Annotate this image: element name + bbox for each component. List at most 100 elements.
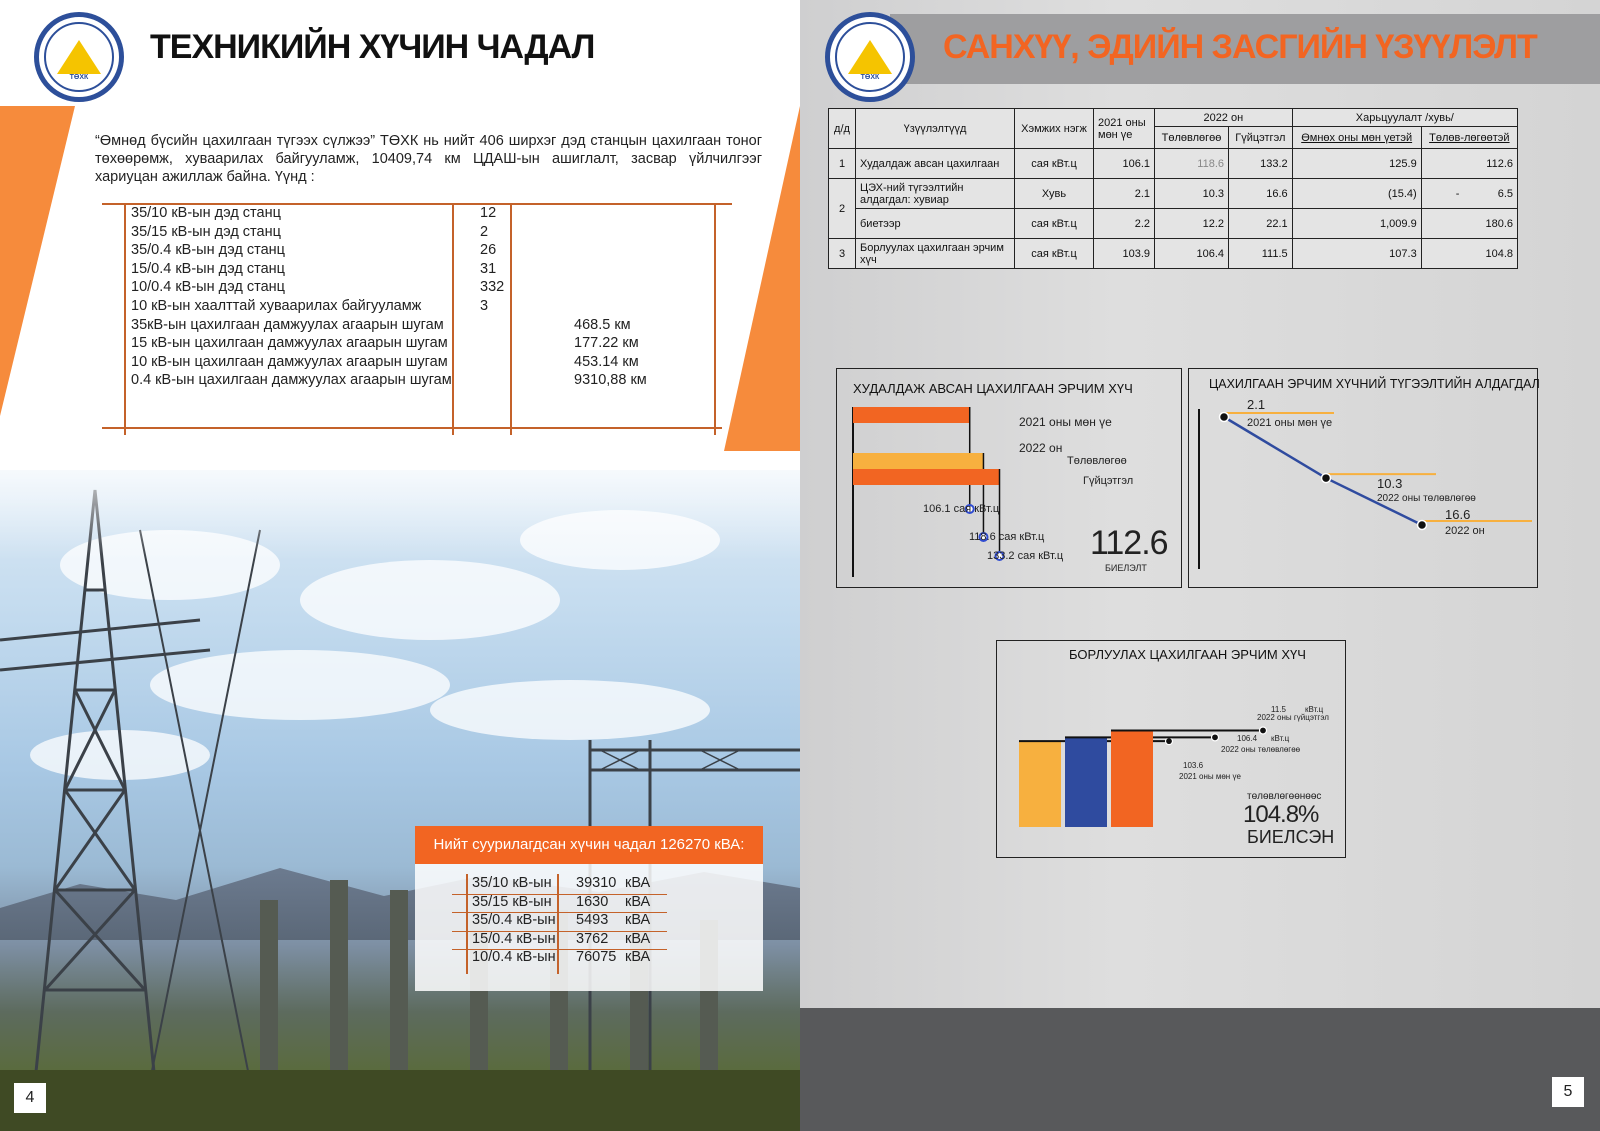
- chart1-marker: [964, 504, 975, 514]
- station-count: 2: [480, 223, 489, 240]
- chart3-summary-big: 104.8%: [1243, 801, 1319, 828]
- chart3-marker: [1164, 737, 1174, 746]
- chart1-bar: [853, 407, 970, 423]
- chart3-marker: [1258, 726, 1268, 735]
- th-vsplan: Төлөв-лөгөөтэй: [1420, 126, 1519, 149]
- finance-table: д/д Үзүүлэлтүүд Хэмжих нэгж 2021 оны мөн…: [828, 108, 1519, 269]
- chart1-svg: [852, 407, 1005, 577]
- page-title: ТЕХНИКИЙН ХҮЧИН ЧАДАЛ: [150, 28, 595, 66]
- capacity-name: 15/0.4 кВ-ын: [472, 930, 556, 947]
- mountain-logo-icon: [57, 40, 101, 74]
- th-prev: Өмнөх оны мөн үетэй: [1291, 126, 1422, 149]
- station-name: 35/15 кВ-ын дэд станц: [131, 223, 281, 240]
- mountain-logo-icon: [848, 40, 892, 74]
- capacity-unit: кВА: [625, 949, 651, 966]
- capacity-unit: кВА: [625, 875, 651, 891]
- chart2-svg: [1198, 409, 1532, 569]
- capacity-name: 35/10 кВ-ын: [472, 875, 552, 891]
- capacity-value: 76075: [576, 949, 617, 966]
- intro-paragraph: “Өмнөд бүсийн цахилгаан түгээх сүлжээ” Т…: [95, 133, 762, 185]
- chart2-value-3: 16.6: [1445, 507, 1471, 522]
- chart3-svg: [1019, 726, 1268, 827]
- chart3-label-prev: 2021 оны мөн үе: [1179, 772, 1241, 781]
- line-length: 9310,88 км: [574, 372, 647, 389]
- distribution-loss-chart: ЦАХИЛГААН ЭРЧИМ ХҮЧНИЙ ТҮГЭЭЛТИЙН АЛДАГД…: [1188, 368, 1540, 588]
- dash-mark: -: [1455, 187, 1460, 200]
- table-row: биетээр сая кВт.ц 2.2 12.2 22.1 1,009.9 …: [829, 208, 1519, 239]
- stations-table: [102, 203, 732, 435]
- chart3-value-actual: 11.5: [1271, 705, 1286, 714]
- tower-silhouettes: [0, 489, 800, 1131]
- chart3-value-plan: 106.4: [1237, 734, 1258, 743]
- th-plan: Төлөвлөгөө: [1154, 126, 1229, 149]
- line-length: 453.14 км: [574, 353, 639, 370]
- chart2-label-3: 2022 он: [1445, 525, 1485, 537]
- chart2-value-1: 2.1: [1247, 397, 1266, 412]
- page-number-right: 5: [1552, 1077, 1584, 1107]
- capacity-name: 35/0.4 кВ-ын: [472, 912, 556, 929]
- chart3-label-actual: 2022 оны гүйцэтгэл: [1257, 713, 1329, 722]
- chart1-title: ХУДАЛДАЖ АВСАН ЦАХИЛГААН ЭРЧИМ ХҮЧ: [853, 381, 1133, 396]
- chart1-value-2: 118.6 сая кВт.ц: [969, 531, 1045, 543]
- orange-accent-left: [0, 106, 75, 416]
- capacity-value: 3762: [576, 930, 609, 947]
- station-name: 15 кВ-ын цахилгаан дамжуулах агаарын шуг…: [131, 335, 448, 352]
- chart1-value-3: 133.2 сая кВт.ц: [987, 550, 1064, 562]
- station-name: 10 кВ-ын хаалттай хуваарилах байгууламж: [131, 298, 422, 314]
- chart2-point: [1416, 519, 1428, 531]
- chart1-label-plan: Төлөвлөгөө: [1067, 455, 1127, 467]
- station-count: 26: [480, 242, 497, 259]
- logo-text: ТӨХК: [69, 74, 89, 81]
- chart3-bar: [1111, 730, 1153, 827]
- capacity-name: 35/15 кВ-ын: [472, 893, 552, 910]
- chart2-label-1: 2021 оны мөн үе: [1247, 417, 1333, 429]
- chart3-bar: [1065, 737, 1107, 827]
- chart2-point: [1320, 472, 1332, 484]
- th-2022: 2022 он: [1154, 108, 1293, 127]
- sales-energy-chart: БОРЛУУЛАХ ЦАХИЛГААН ЭРЧИМ ХҮЧ 11.5 кВт.ц…: [996, 640, 1346, 858]
- capacity-name: 10/0.4 кВ-ын: [472, 949, 556, 966]
- chart2-label-2: 2022 оны төлөвлөгөө: [1377, 493, 1476, 504]
- capacity-value: 1630: [576, 893, 609, 910]
- chart3-label-plan: 2022 оны төлөвлөгөө: [1221, 745, 1301, 754]
- chart1-label-2022: 2022 он: [1019, 441, 1063, 455]
- chart2-value-2: 10.3: [1377, 476, 1403, 491]
- station-name: 35/10 кВ-ын дэд станц: [131, 205, 281, 221]
- logo-text: ТӨХК: [860, 74, 880, 81]
- chart1-label-2021: 2021 оны мөн үе: [1019, 415, 1112, 429]
- table-row: 3 Борлуулах цахилгаан эрчим хүч сая кВт.…: [828, 238, 1519, 269]
- th-actual: Гүйцэтгэл: [1228, 126, 1293, 149]
- station-name: 35кВ-ын цахилгаан дамжуулах агаарын шуга…: [131, 316, 444, 333]
- footer-band: [800, 1008, 1600, 1131]
- chart1-bar: [853, 453, 984, 469]
- th-indicator: Үзүүлэлтүүд: [855, 108, 1015, 149]
- chart2-line: [1223, 415, 1423, 527]
- finance-title: САНХҮҮ, ЭДИЙН ЗАСГИЙН ҮЗҮҮЛЭЛТ: [943, 28, 1538, 66]
- page-number-left: 4: [14, 1083, 46, 1113]
- station-count: 3: [480, 298, 489, 314]
- chart3-bar: [1019, 741, 1061, 827]
- chart2-point: [1218, 411, 1230, 423]
- station-name: 10/0.4 кВ-ын дэд станц: [131, 279, 285, 296]
- chart3-summary-top: төлөвлөгөөнөөс: [1247, 791, 1322, 802]
- chart1-bar: [853, 469, 1000, 485]
- capacity-unit: кВА: [625, 893, 651, 910]
- station-count: 12: [480, 205, 497, 221]
- station-name: 35/0.4 кВ-ын дэд станц: [131, 242, 285, 259]
- chart1-marker: [994, 551, 1005, 561]
- capacity-value: 39310: [576, 875, 617, 891]
- purchased-energy-chart: ХУДАЛДАЖ АВСАН ЦАХИЛГААН ЭРЧИМ ХҮЧ 2021 …: [836, 368, 1182, 588]
- chart3-title: БОРЛУУЛАХ ЦАХИЛГААН ЭРЧИМ ХҮЧ: [1069, 647, 1306, 662]
- station-name: 0.4 кВ-ын цахилгаан дамжуулах агаарын шу…: [131, 372, 452, 389]
- chart2-title: ЦАХИЛГААН ЭРЧИМ ХҮЧНИЙ ТҮГЭЭЛТИЙН АЛДАГД…: [1209, 377, 1540, 391]
- table-row: 2 ЦЭХ-ний түгээлтийн алдагдал: хувиар Ху…: [828, 178, 1519, 239]
- station-name: 10 кВ-ын цахилгаан дамжуулах агаарын шуг…: [131, 353, 448, 370]
- line-length: 177.22 км: [574, 335, 639, 352]
- photo-fade: [0, 440, 800, 560]
- station-name: 15/0.4 кВ-ын дэд станц: [131, 260, 285, 277]
- th-2021: 2021 оны мөн үе: [1093, 108, 1155, 149]
- chart1-label-actual: Гүйцэтгэл: [1083, 475, 1134, 487]
- station-count: 332: [480, 279, 505, 296]
- company-logo-right: ТӨХК: [825, 12, 915, 102]
- capacity-unit: кВА: [625, 930, 651, 947]
